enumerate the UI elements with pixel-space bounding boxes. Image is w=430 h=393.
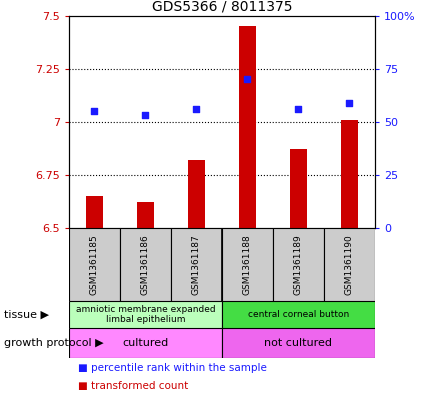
Text: central corneal button: central corneal button (247, 310, 348, 319)
Point (294, 106, 301, 112)
Bar (69, 301, 221, 328)
Bar (221, 328, 374, 358)
Point (142, 112, 149, 119)
Text: GSM1361190: GSM1361190 (344, 234, 353, 295)
Text: GSM1361185: GSM1361185 (90, 234, 99, 295)
Text: cultured: cultured (122, 338, 168, 348)
Bar (85, 196, 103, 228)
Bar (289, 149, 307, 228)
Point (193, 106, 200, 112)
Text: tissue ▶: tissue ▶ (4, 309, 49, 320)
Text: GSM1361188: GSM1361188 (243, 234, 252, 295)
Bar (120, 228, 171, 301)
Bar (238, 26, 256, 228)
Title: GDS5366 / 8011375: GDS5366 / 8011375 (151, 0, 292, 13)
Text: GSM1361189: GSM1361189 (293, 234, 302, 295)
Point (91, 108, 98, 114)
Bar (272, 228, 323, 301)
Bar (171, 228, 221, 301)
Bar (69, 328, 221, 358)
Bar (69, 228, 120, 301)
Bar (187, 160, 205, 228)
Text: ■ transformed count: ■ transformed count (77, 381, 187, 391)
Text: ■ percentile rank within the sample: ■ percentile rank within the sample (77, 364, 266, 373)
Bar (340, 120, 358, 228)
Text: GSM1361187: GSM1361187 (191, 234, 200, 295)
Text: GSM1361186: GSM1361186 (141, 234, 150, 295)
Text: not cultured: not cultured (264, 338, 332, 348)
Bar (136, 202, 154, 228)
Bar (221, 301, 374, 328)
Bar (323, 228, 374, 301)
Text: growth protocol ▶: growth protocol ▶ (4, 338, 104, 348)
Text: amniotic membrane expanded
limbal epithelium: amniotic membrane expanded limbal epithe… (76, 305, 215, 324)
Point (345, 99, 352, 106)
Bar (221, 228, 272, 301)
Point (243, 76, 250, 83)
